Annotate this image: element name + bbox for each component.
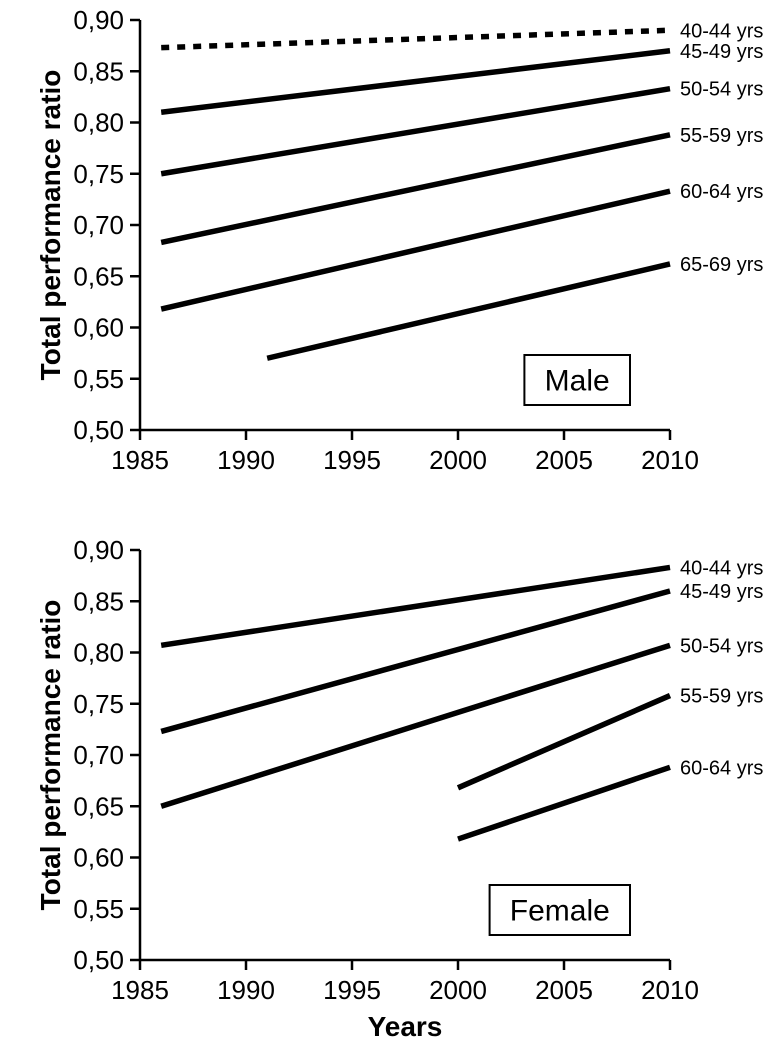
y-tick-label: 0,85 bbox=[73, 56, 124, 86]
y-tick-label: 0,60 bbox=[73, 313, 124, 343]
series-line bbox=[161, 591, 670, 731]
x-tick-label: 1995 bbox=[323, 975, 381, 1005]
x-tick-label: 2010 bbox=[641, 975, 699, 1005]
series-label: 55-59 yrs bbox=[680, 686, 763, 708]
y-tick-label: 0,85 bbox=[73, 586, 124, 616]
x-tick-label: 2000 bbox=[429, 975, 487, 1005]
y-tick-label: 0,60 bbox=[73, 843, 124, 873]
x-tick-label: 2005 bbox=[535, 975, 593, 1005]
series-label: 50-54 yrs bbox=[680, 635, 763, 657]
y-tick-label: 0,75 bbox=[73, 689, 124, 719]
series-label: 60-64 yrs bbox=[680, 757, 763, 779]
title-box-label: Female bbox=[510, 895, 610, 928]
y-axis-label: Total performance ratio bbox=[35, 70, 66, 381]
y-tick-label: 0,90 bbox=[73, 535, 124, 565]
series-label: 65-69 yrs bbox=[680, 254, 763, 276]
chart-svg: 1985 1990 1995 2000 2005 2010 0,50 0,55 0,60 0,65… bbox=[30, 0, 773, 500]
y-tick-label: 0,90 bbox=[73, 5, 124, 35]
series-label: 40-44 yrs bbox=[680, 557, 763, 579]
x-tick-label: 1990 bbox=[217, 975, 275, 1005]
series-line bbox=[161, 30, 670, 47]
series-line bbox=[161, 567, 670, 645]
title-box-label: Male bbox=[545, 365, 610, 398]
y-tick-label: 0,55 bbox=[73, 364, 124, 394]
chart-svg: 1985 1990 1995 2000 2005 2010 0,50 0,55 0,60 0,65… bbox=[30, 530, 773, 1050]
series-line bbox=[161, 191, 670, 309]
x-tick-label: 2000 bbox=[429, 445, 487, 475]
series-label: 40-44 yrs bbox=[680, 20, 763, 42]
y-tick-label: 0,80 bbox=[73, 108, 124, 138]
y-tick-label: 0,75 bbox=[73, 159, 124, 189]
series-line bbox=[458, 767, 670, 839]
y-tick-label: 0,70 bbox=[73, 210, 124, 240]
y-tick-label: 0,80 bbox=[73, 638, 124, 668]
y-tick-label: 0,50 bbox=[73, 415, 124, 445]
series-label: 50-54 yrs bbox=[680, 79, 763, 101]
series-label: 55-59 yrs bbox=[680, 125, 763, 147]
page: 1985 1990 1995 2000 2005 2010 0,50 0,55 0,60 0,65… bbox=[0, 0, 773, 1053]
series-label: 60-64 yrs bbox=[680, 181, 763, 203]
x-tick-label: 1995 bbox=[323, 445, 381, 475]
series-line bbox=[458, 696, 670, 788]
x-tick-label: 1985 bbox=[111, 975, 169, 1005]
x-tick-label: 2005 bbox=[535, 445, 593, 475]
series-label: 45-49 yrs bbox=[680, 581, 763, 603]
y-tick-label: 0,50 bbox=[73, 945, 124, 975]
chart-female: 1985 1990 1995 2000 2005 2010 0,50 0,55 0,60 0,65… bbox=[30, 530, 773, 1050]
y-tick-label: 0,65 bbox=[73, 791, 124, 821]
y-tick-label: 0,65 bbox=[73, 261, 124, 291]
x-axis-label: Years bbox=[368, 1011, 443, 1042]
series-line bbox=[267, 264, 670, 358]
chart-male: 1985 1990 1995 2000 2005 2010 0,50 0,55 0,60 0,65… bbox=[30, 0, 773, 500]
x-tick-label: 1990 bbox=[217, 445, 275, 475]
y-tick-label: 0,70 bbox=[73, 740, 124, 770]
y-tick-label: 0,55 bbox=[73, 894, 124, 924]
x-tick-label: 1985 bbox=[111, 445, 169, 475]
x-tick-label: 2010 bbox=[641, 445, 699, 475]
y-axis-label: Total performance ratio bbox=[35, 600, 66, 911]
series-line bbox=[161, 135, 670, 243]
series-label: 45-49 yrs bbox=[680, 41, 763, 63]
